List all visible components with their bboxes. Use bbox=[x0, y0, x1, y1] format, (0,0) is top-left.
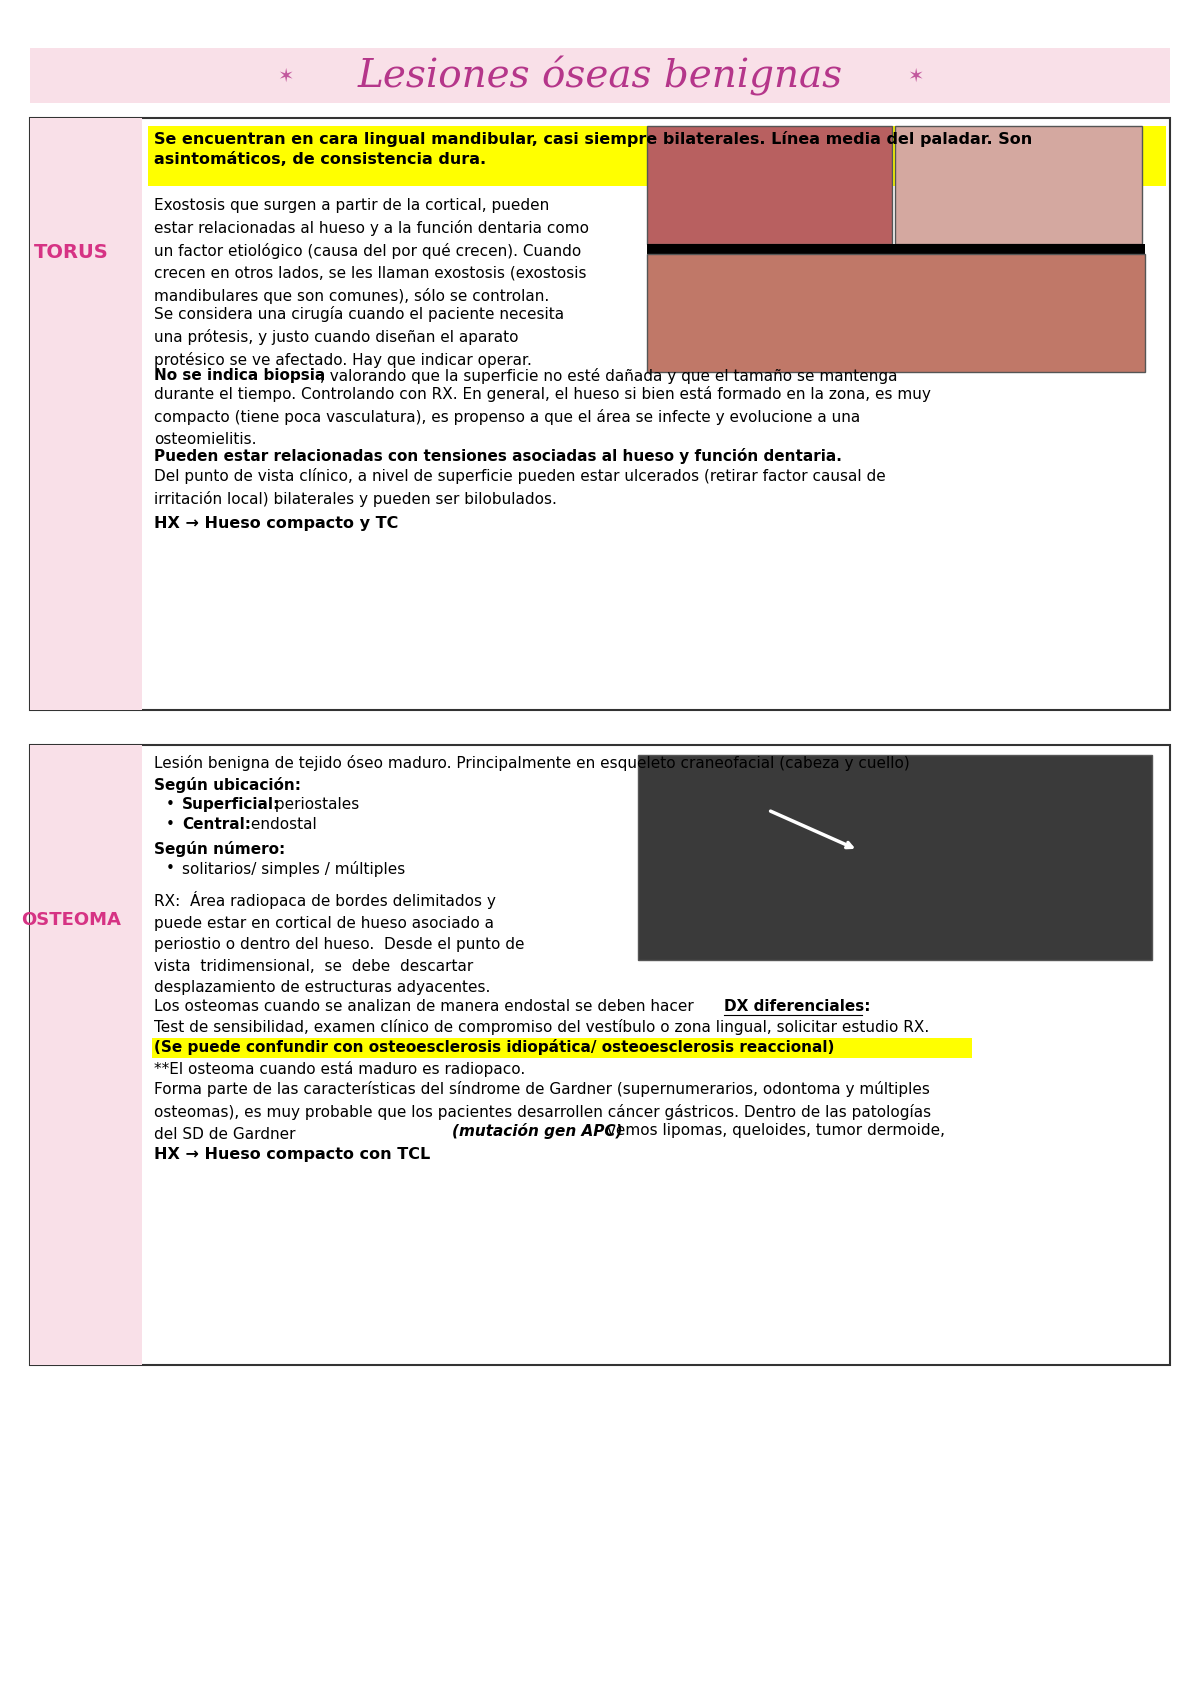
Text: Pueden estar relacionadas con tensiones asociadas al hueso y función dentaria.: Pueden estar relacionadas con tensiones … bbox=[154, 448, 842, 465]
Text: durante el tiempo. Controlando con RX. En general, el hueso si bien está formado: durante el tiempo. Controlando con RX. E… bbox=[154, 387, 931, 446]
Text: Se considera una cirugía cuando el paciente necesita
una prótesis, y justo cuand: Se considera una cirugía cuando el pacie… bbox=[154, 305, 564, 368]
Text: HX → Hueso compacto con TCL: HX → Hueso compacto con TCL bbox=[154, 1146, 431, 1162]
Bar bbox=[152, 1038, 972, 1058]
Text: Del punto de vista clínico, a nivel de superficie pueden estar ulcerados (retira: Del punto de vista clínico, a nivel de s… bbox=[154, 468, 886, 507]
Text: Según ubicación:: Según ubicación: bbox=[154, 777, 301, 794]
Bar bbox=[30, 745, 1170, 1365]
Bar bbox=[30, 119, 142, 711]
Text: TORUS: TORUS bbox=[34, 244, 108, 263]
Text: •: • bbox=[166, 797, 175, 812]
Bar bbox=[647, 126, 892, 244]
Bar bbox=[30, 119, 1170, 711]
Text: Forma parte de las características del síndrome de Gardner (supernumerarios, odo: Forma parte de las características del s… bbox=[154, 1080, 931, 1141]
Text: RX:  Área radiopaca de bordes delimitados y
puede estar en cortical de hueso aso: RX: Área radiopaca de bordes delimitados… bbox=[154, 890, 524, 996]
Text: vemos lipomas, queloides, tumor dermoide,: vemos lipomas, queloides, tumor dermoide… bbox=[602, 1123, 946, 1138]
Text: Test de sensibilidad, examen clínico de compromiso del vestíbulo o zona lingual,: Test de sensibilidad, examen clínico de … bbox=[154, 1019, 929, 1035]
Text: Superficial:: Superficial: bbox=[182, 797, 281, 812]
Text: Según número:: Según número: bbox=[154, 841, 286, 856]
Text: •: • bbox=[166, 862, 175, 877]
Text: solitarios/ simples / múltiples: solitarios/ simples / múltiples bbox=[182, 862, 406, 877]
Bar bbox=[647, 254, 1145, 371]
Text: OSTEOMA: OSTEOMA bbox=[22, 911, 121, 929]
Text: DX diferenciales:: DX diferenciales: bbox=[724, 999, 870, 1014]
Bar bbox=[647, 244, 1145, 254]
Text: periostales: periostales bbox=[270, 797, 359, 812]
Bar bbox=[148, 126, 1166, 187]
Bar bbox=[30, 47, 1170, 103]
Bar bbox=[638, 755, 1152, 960]
Text: Exostosis que surgen a partir de la cortical, pueden
estar relacionadas al hueso: Exostosis que surgen a partir de la cort… bbox=[154, 198, 589, 304]
Text: •: • bbox=[166, 817, 175, 833]
Text: , valorando que la superficie no esté dañada y que el tamaño se mantenga: , valorando que la superficie no esté da… bbox=[320, 368, 898, 383]
Text: (mutación gen APC): (mutación gen APC) bbox=[452, 1123, 623, 1140]
Bar bbox=[30, 745, 142, 1365]
Text: HX → Hueso compacto y TC: HX → Hueso compacto y TC bbox=[154, 516, 398, 531]
Text: endostal: endostal bbox=[246, 817, 317, 833]
Text: Los osteomas cuando se analizan de manera endostal se deben hacer: Los osteomas cuando se analizan de maner… bbox=[154, 999, 698, 1014]
Text: ✶: ✶ bbox=[277, 66, 293, 85]
Text: Central:: Central: bbox=[182, 817, 251, 833]
Bar bbox=[895, 126, 1142, 244]
Text: No se indica biopsia: No se indica biopsia bbox=[154, 368, 325, 383]
Text: Lesión benigna de tejido óseo maduro. Principalmente en esqueleto craneofacial (: Lesión benigna de tejido óseo maduro. Pr… bbox=[154, 755, 910, 772]
Text: ✶: ✶ bbox=[907, 66, 923, 85]
Text: (Se puede confundir con osteoesclerosis idiopática/ osteoesclerosis reaccional): (Se puede confundir con osteoesclerosis … bbox=[154, 1040, 834, 1055]
Text: Se encuentran en cara lingual mandibular, casi siempre bilaterales. Línea media : Se encuentran en cara lingual mandibular… bbox=[154, 131, 1032, 168]
Text: **El osteoma cuando está maduro es radiopaco.: **El osteoma cuando está maduro es radio… bbox=[154, 1062, 526, 1077]
Text: Lesiones óseas benignas: Lesiones óseas benignas bbox=[358, 56, 842, 97]
